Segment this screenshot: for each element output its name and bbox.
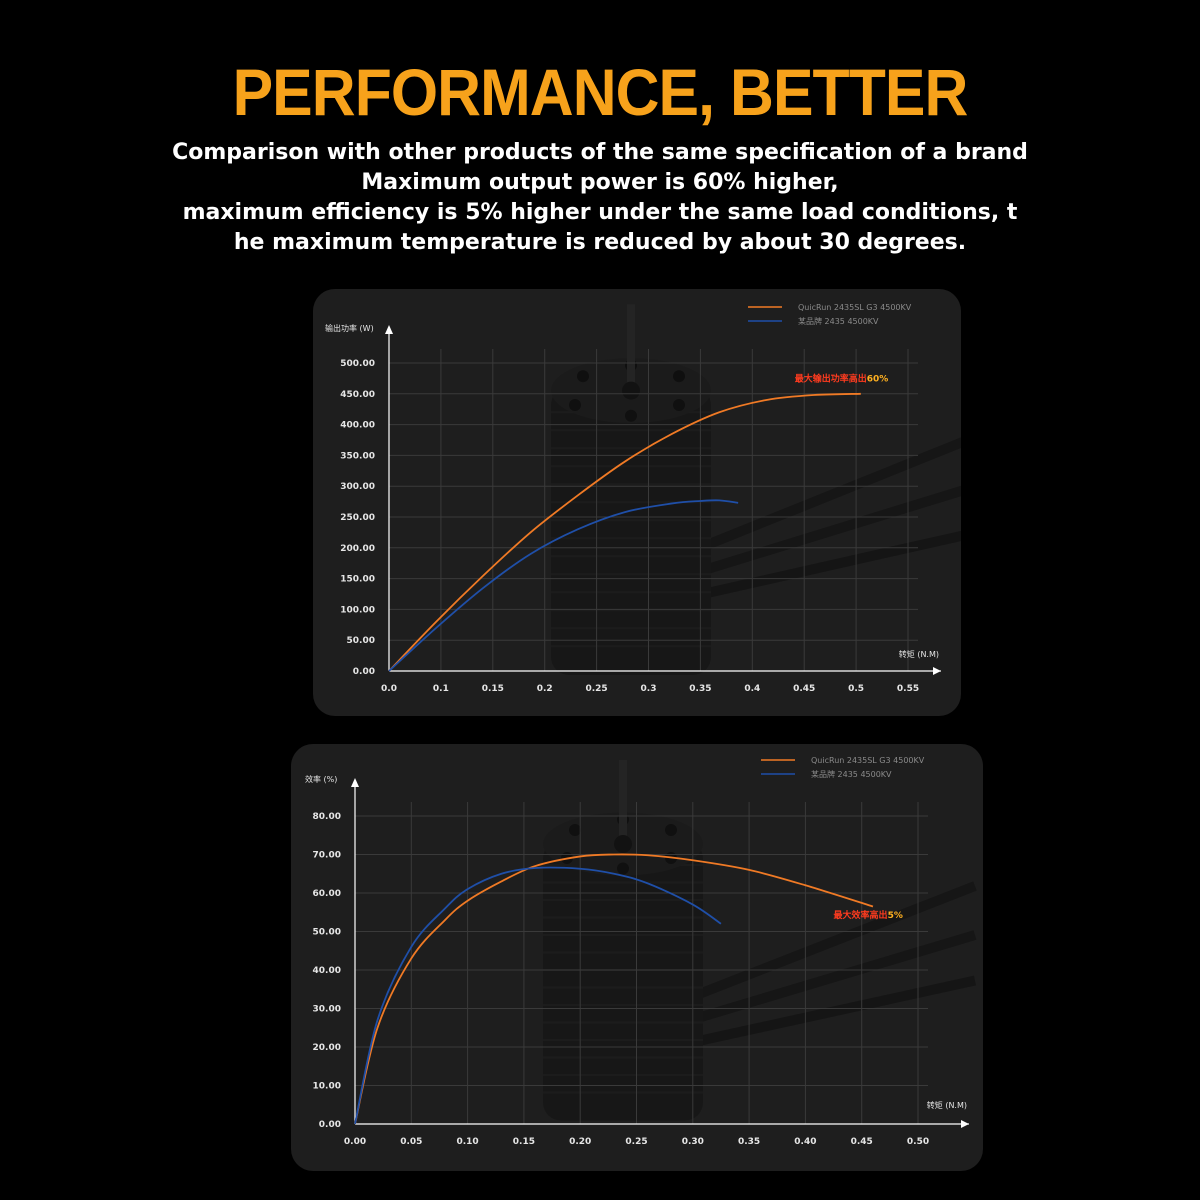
x-tick-label: 0.25 [625, 1137, 647, 1147]
legend-label: 某品牌 2435 4500KV [811, 769, 892, 779]
x-tick-label: 0.4 [744, 684, 760, 694]
x-tick-label: 0.40 [794, 1137, 816, 1147]
y-tick-label: 450.00 [340, 390, 375, 400]
x-tick-label: 0.15 [513, 1137, 535, 1147]
x-tick-label: 0.3 [641, 684, 657, 694]
y-tick-label: 100.00 [340, 605, 375, 615]
x-axis-arrow-icon [933, 667, 941, 675]
y-tick-label: 40.00 [313, 966, 341, 976]
series-line-quicrun [388, 392, 861, 672]
legend-label: 某品牌 2435 4500KV [798, 316, 879, 326]
x-tick-label: 0.35 [689, 684, 711, 694]
y-tick-label: 70.00 [313, 851, 341, 861]
legend-label: QuicRun 2435SL G3 4500KV [798, 303, 912, 312]
y-axis-arrow-icon [385, 325, 393, 334]
y-tick-label: 0.00 [319, 1120, 341, 1130]
chart-annotation: 最大效率高出5% [834, 909, 903, 921]
subtitle-line-2: Maximum output power is 60% higher, [361, 170, 839, 195]
x-tick-label: 0.10 [456, 1137, 478, 1147]
x-tick-label: 0.45 [793, 684, 815, 694]
series-line-competitor [388, 499, 739, 672]
legend-label: QuicRun 2435SL G3 4500KV [811, 756, 925, 765]
x-tick-label: 0.0 [381, 684, 397, 694]
y-axis-label: 效率 (%) [305, 774, 337, 784]
y-tick-label: 50.00 [347, 636, 375, 646]
y-tick-label: 20.00 [313, 1043, 341, 1053]
x-tick-label: 0.05 [400, 1137, 422, 1147]
y-tick-label: 30.00 [313, 1005, 341, 1015]
y-tick-label: 0.00 [353, 667, 375, 677]
y-tick-label: 400.00 [340, 421, 375, 431]
y-tick-label: 50.00 [313, 928, 341, 938]
x-tick-label: 0.5 [848, 684, 864, 694]
x-tick-label: 0.00 [344, 1137, 366, 1147]
efficiency-chart: 0.00 0.05 0.10 0.15 0.20 0.25 0.30 0.35 0.40 0.45… [305, 756, 977, 1147]
page-title: PERFORMANCE, BETTER [232, 55, 969, 129]
efficiency-chart-card: 0.00 0.05 0.10 0.15 0.20 0.25 0.30 0.35 0.40 0.45… [291, 744, 983, 1171]
x-tick-label: 0.55 [897, 684, 919, 694]
x-tick-label: 0.45 [851, 1137, 873, 1147]
y-tick-label: 150.00 [340, 575, 375, 585]
power-chart: 0.0 0.1 0.15 0.2 0.25 0.3 0.35 0.4 0.45 0.5 0.55 0.… [325, 303, 961, 694]
y-tick-label: 60.00 [313, 889, 341, 899]
motor-background-image [543, 760, 977, 1121]
x-tick-label: 0.15 [482, 684, 504, 694]
x-tick-label: 0.20 [569, 1137, 591, 1147]
y-tick-label: 250.00 [340, 513, 375, 523]
y-tick-label: 200.00 [340, 544, 375, 554]
x-axis-label: 转矩 (N.M) [899, 649, 939, 659]
subtitle-block: Comparison with other products of the sa… [150, 138, 1050, 258]
y-tick-label: 350.00 [340, 451, 375, 461]
subtitle-line-1: Comparison with other products of the sa… [172, 140, 1028, 165]
x-tick-label: 0.1 [433, 684, 449, 694]
y-tick-label: 300.00 [340, 482, 375, 492]
y-axis-label: 输出功率 (W) [325, 323, 374, 333]
subtitle-line-4: he maximum temperature is reduced by abo… [233, 230, 967, 255]
x-tick-label: 0.50 [907, 1137, 929, 1147]
x-tick-label: 0.2 [537, 684, 553, 694]
x-axis-label: 转矩 (N.M) [927, 1100, 967, 1110]
power-chart-card: 0.0 0.1 0.15 0.2 0.25 0.3 0.35 0.4 0.45 0.5 0.55 0.… [313, 289, 961, 716]
y-tick-label: 80.00 [313, 812, 341, 822]
y-axis-arrow-icon [351, 778, 359, 787]
x-tick-label: 0.25 [585, 684, 607, 694]
subtitle-line-3: maximum efficiency is 5% higher under th… [182, 200, 1018, 225]
series-line-quicrun [354, 853, 874, 1125]
x-tick-label: 0.35 [738, 1137, 760, 1147]
chart-annotation: 最大输出功率高出60% [795, 372, 889, 384]
x-axis-arrow-icon [961, 1120, 969, 1128]
y-tick-label: 10.00 [313, 1082, 341, 1092]
y-tick-label: 500.00 [340, 359, 375, 369]
motor-background-image [551, 304, 961, 675]
series-line-competitor [354, 866, 722, 1125]
x-tick-label: 0.30 [682, 1137, 704, 1147]
